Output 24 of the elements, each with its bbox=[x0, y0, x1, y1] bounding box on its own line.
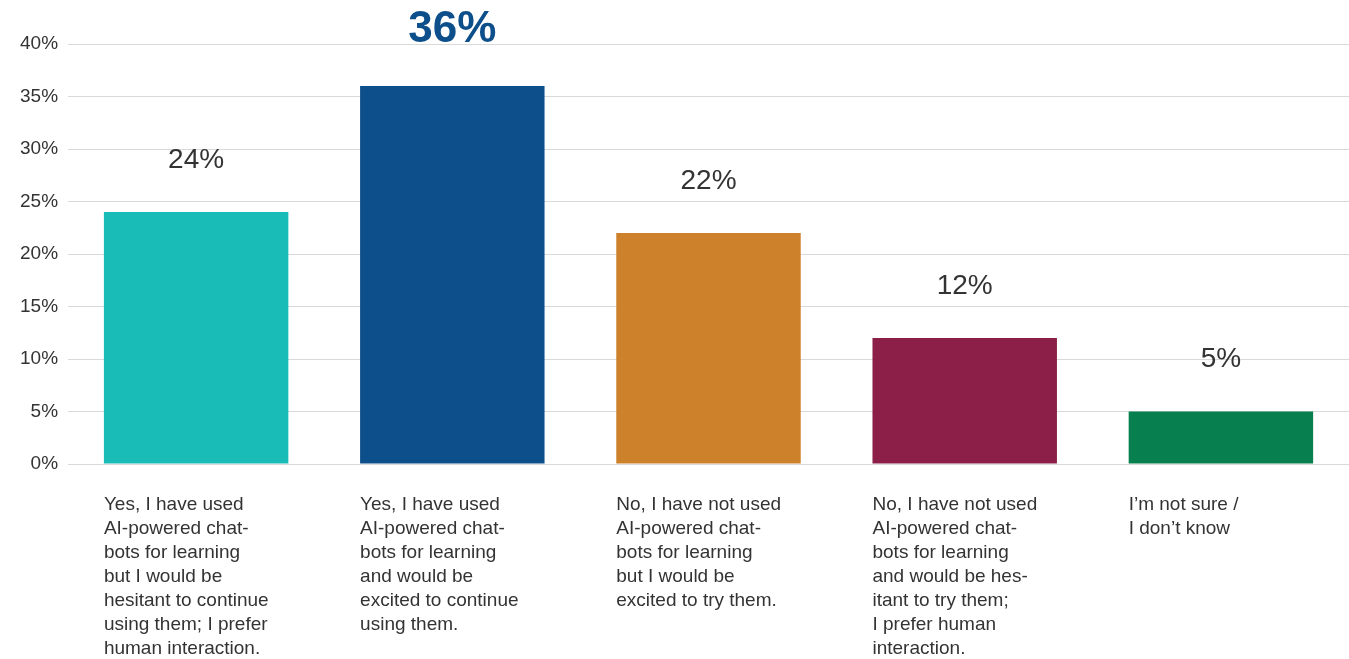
x-tick-label: I’m not sure / I don’t know bbox=[1128, 493, 1240, 538]
y-tick-label: 25% bbox=[20, 189, 59, 211]
bar bbox=[872, 338, 1057, 464]
y-tick-label: 10% bbox=[20, 347, 59, 369]
bar bbox=[616, 233, 801, 464]
bar bbox=[1128, 411, 1314, 464]
y-tick-label: 0% bbox=[30, 452, 59, 474]
data-label: 36% bbox=[408, 2, 497, 52]
x-tick-label: Yes, I have used AI-powered chat- bots for learning and would be excited to continue using them. bbox=[360, 493, 519, 634]
y-tick-label: 5% bbox=[30, 399, 59, 421]
y-tick-label: 20% bbox=[20, 242, 59, 264]
data-label: 5% bbox=[1200, 342, 1242, 374]
x-tick-label: No, I have not used AI-powered chat- bots for learning but I would be excited to try them. bbox=[616, 493, 782, 610]
y-tick-label: 40% bbox=[20, 32, 59, 54]
y-tick-label: 15% bbox=[20, 294, 59, 316]
bar bbox=[103, 212, 289, 464]
data-label: 12% bbox=[936, 268, 993, 300]
y-tick-label: 30% bbox=[20, 137, 59, 159]
x-tick-label: No, I have not used AI-powered chat- bots for learning and would be hes- itant to try them; I prefer human interaction. bbox=[872, 493, 1038, 658]
data-label: 24% bbox=[168, 142, 225, 174]
bar bbox=[360, 86, 545, 464]
x-tick-label: Yes, I have used AI-powered chat- bots for learning but I would be hesitant to continue using them; I prefer human interaction. bbox=[103, 493, 269, 658]
y-tick-label: 35% bbox=[20, 84, 59, 106]
data-label: 22% bbox=[680, 163, 737, 195]
